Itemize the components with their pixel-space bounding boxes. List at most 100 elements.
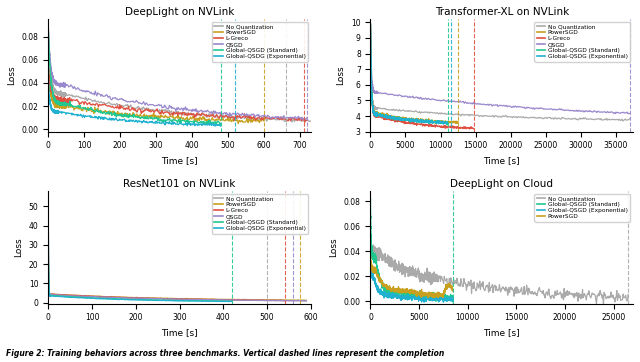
QSGD <box>45 254 52 258</box>
Global-QSGD (Standard) <box>89 109 97 113</box>
No Quantization <box>367 21 374 26</box>
PowerSGD <box>52 103 60 108</box>
Global-QSDG (Exponential) <box>228 299 236 304</box>
L-Greco <box>45 279 52 283</box>
Global-QSDG (Exponential) <box>47 102 54 106</box>
PowerSGD <box>45 279 52 283</box>
QSGD <box>367 22 374 27</box>
Global-QSGD (Standard) <box>44 21 52 25</box>
QSGD <box>301 299 309 303</box>
Global-QSGD (Standard) <box>367 198 374 202</box>
L-Greco <box>470 126 477 131</box>
L-Greco <box>182 111 189 115</box>
PowerSGD <box>373 274 381 278</box>
No Quantization <box>626 117 634 121</box>
Line: Global-QSGD (Standard): Global-QSGD (Standard) <box>371 25 447 125</box>
L-Greco <box>45 290 53 294</box>
Line: PowerSGD: PowerSGD <box>48 228 307 300</box>
Global-QSGD (Standard) <box>370 110 378 114</box>
Global-QSDG (Exponential) <box>370 109 378 114</box>
Line: Global-QSDG (Exponential): Global-QSDG (Exponential) <box>48 74 221 126</box>
Line: Global-QSGD (Exponential): Global-QSGD (Exponential) <box>371 257 453 302</box>
QSGD <box>47 58 54 62</box>
No Quantization <box>181 112 189 117</box>
L-Greco <box>281 298 289 303</box>
Global-QSDG (Exponential) <box>78 296 86 300</box>
Legend: No Quantization, PowerSGD, L-Greco, QSGD, Global-QSGD (Standard), Global-QSDG (E: No Quantization, PowerSGD, L-Greco, QSGD… <box>534 22 630 62</box>
QSGD <box>91 294 99 299</box>
PowerSGD <box>234 121 242 126</box>
No Quantization <box>280 299 288 303</box>
Global-QSGD (Standard) <box>228 299 236 303</box>
No Quantization <box>609 293 617 297</box>
PowerSGD <box>409 290 417 295</box>
PowerSGD <box>44 226 52 230</box>
L-Greco <box>367 78 375 83</box>
No Quantization <box>447 275 454 280</box>
Global-QSDG (Exponential) <box>45 291 53 295</box>
QSGD <box>625 111 632 115</box>
X-axis label: Time [s]: Time [s] <box>483 328 520 337</box>
Global-QSGD (Standard) <box>45 254 52 259</box>
Global-QSGD (Standard) <box>449 296 457 300</box>
PowerSGD <box>388 114 396 118</box>
Global-QSGD (Standard) <box>368 94 376 99</box>
Global-QSGD (Exponential) <box>449 298 457 303</box>
PowerSGD <box>449 285 456 289</box>
Global-QSGD (Exponential) <box>379 290 387 294</box>
Global-QSGD (Standard) <box>228 299 236 303</box>
PowerSGD <box>367 76 375 80</box>
No Quantization <box>288 120 296 124</box>
QSGD <box>104 95 112 100</box>
No Quantization <box>426 278 433 282</box>
Global-QSGD (Standard) <box>134 298 142 302</box>
No Quantization <box>48 79 56 83</box>
No Quantization <box>496 114 504 118</box>
L-Greco <box>367 23 374 27</box>
Line: No Quantization: No Quantization <box>371 245 628 304</box>
L-Greco <box>77 102 84 106</box>
L-Greco <box>301 120 308 125</box>
No Quantization <box>625 117 632 122</box>
Y-axis label: Loss: Loss <box>7 66 16 85</box>
Y-axis label: Loss: Loss <box>329 237 338 257</box>
Global-QSGD (Standard) <box>201 123 209 127</box>
Global-QSGD (Standard) <box>374 271 381 275</box>
No Quantization <box>515 291 523 295</box>
Global-QSDG (Exponential) <box>408 118 415 123</box>
Line: PowerSGD: PowerSGD <box>48 65 264 123</box>
L-Greco <box>160 296 168 301</box>
Global-QSDG (Exponential) <box>367 22 374 26</box>
L-Greco <box>44 225 52 230</box>
Global-QSGD (Standard) <box>369 254 376 258</box>
No Quantization <box>45 274 52 278</box>
PowerSGD <box>370 106 378 111</box>
QSGD <box>52 79 60 84</box>
No Quantization <box>47 66 54 70</box>
PowerSGD <box>367 256 374 260</box>
Y-axis label: Loss: Loss <box>14 237 23 257</box>
Global-QSGD (Standard) <box>45 274 52 278</box>
PowerSGD <box>413 116 420 121</box>
Line: QSGD: QSGD <box>371 25 630 114</box>
Title: Transformer-XL on NVLink: Transformer-XL on NVLink <box>435 7 569 17</box>
QSGD <box>301 118 308 122</box>
Global-QSGD (Standard) <box>368 248 376 252</box>
Line: No Quantization: No Quantization <box>371 24 630 121</box>
Global-QSGD (Standard) <box>444 123 451 127</box>
Global-QSGD (Standard) <box>223 299 231 304</box>
No Quantization <box>45 254 52 259</box>
Line: No Quantization: No Quantization <box>48 197 307 301</box>
X-axis label: Time [s]: Time [s] <box>483 156 520 165</box>
Global-QSGD (Standard) <box>47 71 54 76</box>
PowerSGD <box>454 120 461 125</box>
Line: Global-QSDG (Exponential): Global-QSDG (Exponential) <box>48 197 232 302</box>
PowerSGD <box>369 269 376 273</box>
Global-QSDG (Exponential) <box>63 110 70 115</box>
Global-QSGD (Standard) <box>386 115 394 119</box>
Global-QSDG (Exponential) <box>367 76 375 80</box>
PowerSGD <box>48 95 56 100</box>
Global-QSGD (Exponential) <box>368 274 376 278</box>
No Quantization <box>44 21 52 25</box>
Global-QSGD (Standard) <box>367 197 374 201</box>
